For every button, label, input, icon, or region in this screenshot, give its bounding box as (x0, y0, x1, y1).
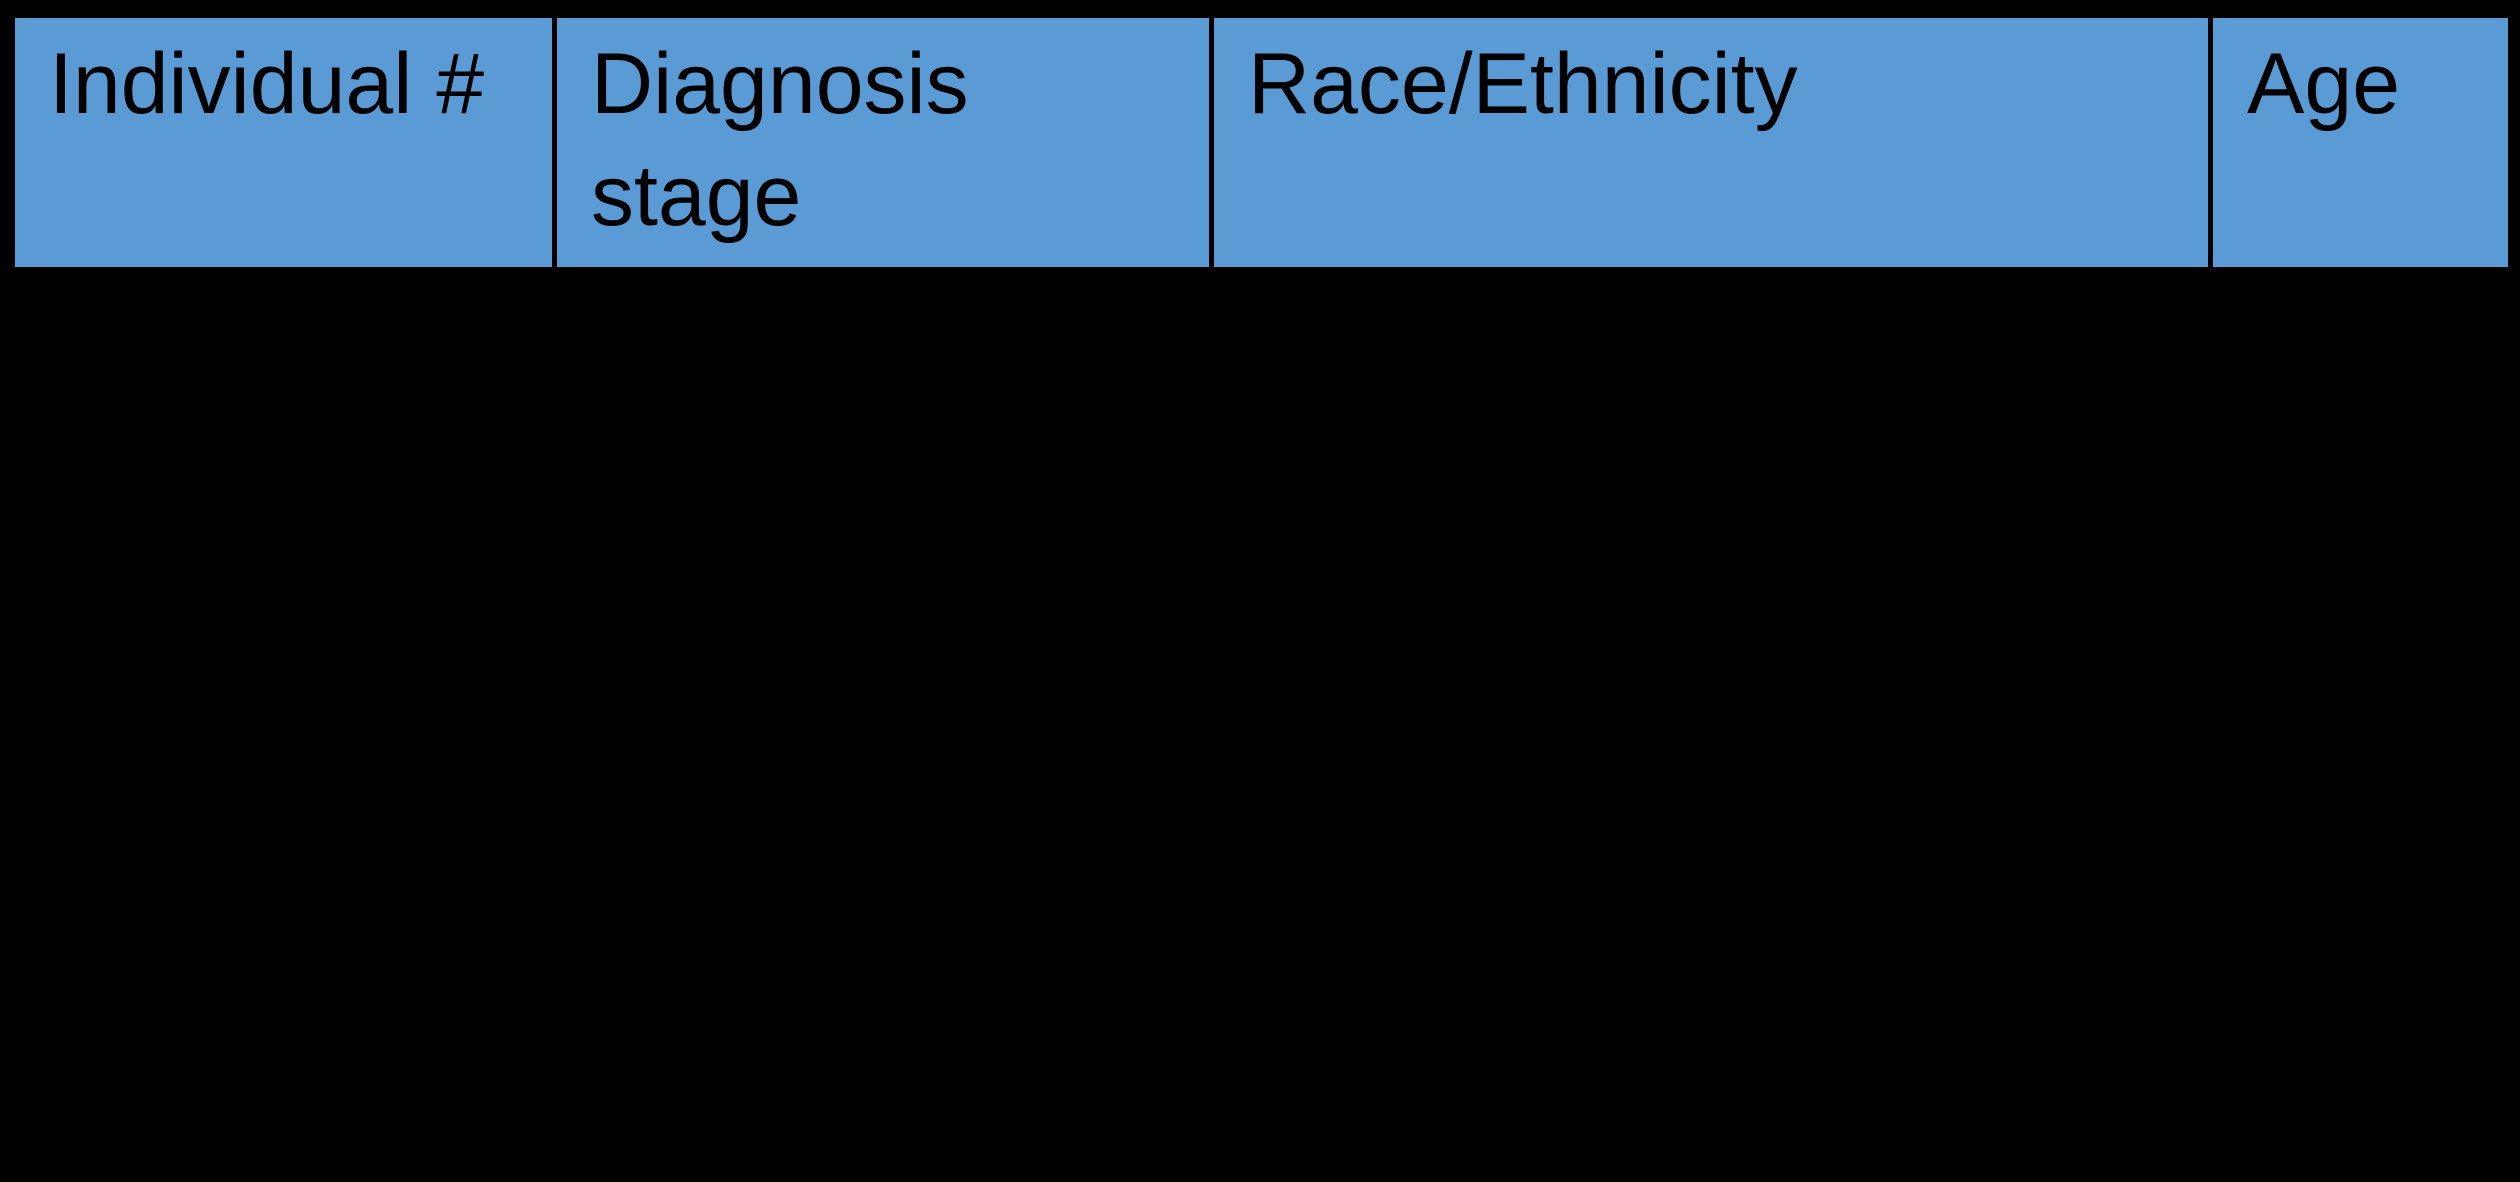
demographics-table: Individual # Diagnosis stage Race/Ethnic… (10, 13, 2513, 272)
column-header-age: Age (2208, 13, 2513, 272)
column-header-race-ethnicity: Race/Ethnicity (1209, 13, 2213, 272)
table-header-row: Individual # Diagnosis stage Race/Ethnic… (10, 13, 2513, 272)
column-header-diagnosis-stage: Diagnosis stage (552, 13, 1214, 272)
column-header-individual-number: Individual # (10, 13, 557, 272)
